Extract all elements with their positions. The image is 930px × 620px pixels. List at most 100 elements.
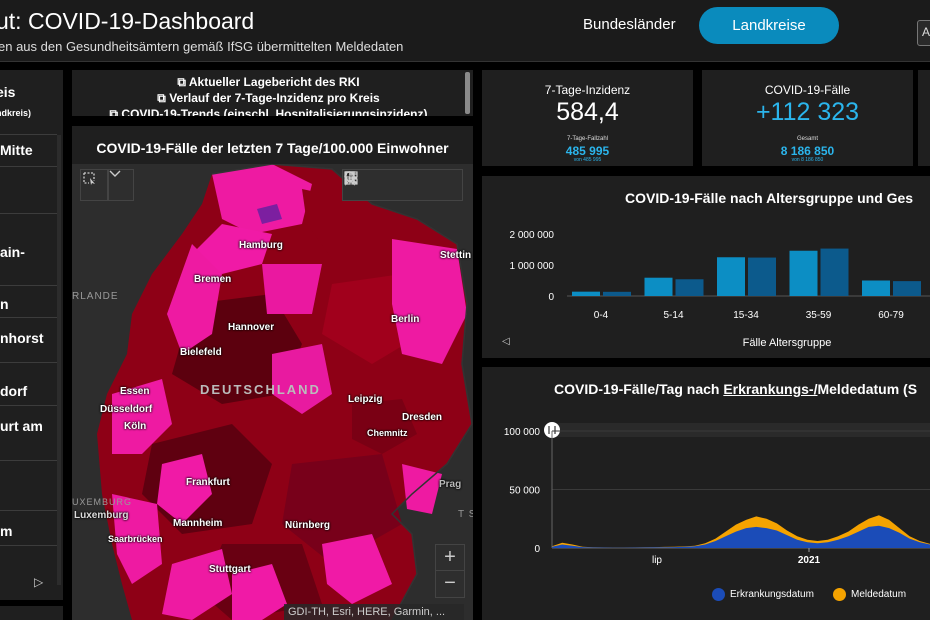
left-bottom-panel bbox=[0, 606, 63, 620]
map-city-label: Bielefeld bbox=[180, 347, 222, 358]
kpi-label: COVID-19-Fälle bbox=[764, 83, 851, 97]
map-city-label: Mannheim bbox=[173, 518, 223, 529]
page-subtitle: en aus den Gesundheitsämtern gemäß IfSG … bbox=[0, 39, 404, 54]
legend-meldedatum[interactable]: Meldedatum bbox=[833, 588, 906, 601]
bar bbox=[862, 280, 890, 296]
kpi-sub-label: Gesamt bbox=[796, 136, 818, 142]
map-city-label: Essen bbox=[120, 386, 150, 397]
list-item[interactable] bbox=[0, 545, 57, 585]
legend-button[interactable] bbox=[345, 173, 429, 197]
external-link-icon: ⧉ bbox=[109, 107, 122, 116]
x-tick-label: lip bbox=[652, 555, 662, 566]
links-scrollbar[interactable] bbox=[465, 72, 470, 114]
list-item[interactable]: dorf bbox=[0, 362, 57, 405]
y-tick-label: 50 000 bbox=[509, 486, 540, 497]
legend-erkrankungsdatum[interactable]: Erkrankungsdatum bbox=[712, 588, 814, 601]
range-slider-handle[interactable] bbox=[544, 422, 560, 438]
list-item[interactable] bbox=[0, 166, 57, 213]
map-country-label: UXEMBURG bbox=[72, 497, 133, 507]
bar bbox=[820, 248, 849, 296]
list-subtitle: ndkreis) bbox=[0, 108, 32, 118]
lasso-select-icon bbox=[83, 172, 95, 185]
list-item[interactable]: urt am bbox=[0, 405, 57, 460]
tab-landkreise[interactable]: Landkreise bbox=[699, 7, 839, 44]
list-item[interactable]: ain- bbox=[0, 213, 57, 285]
map-city-label: Prag bbox=[439, 479, 462, 490]
map-city-label: Köln bbox=[124, 421, 147, 432]
legend-swatch bbox=[833, 588, 846, 601]
list-item[interactable]: Mitte bbox=[0, 134, 57, 166]
y-tick-label: 1 000 000 bbox=[510, 261, 555, 272]
map-panel: COVID-19-Fälle der letzten 7 Tage/100.00… bbox=[72, 126, 473, 620]
bar bbox=[572, 291, 600, 296]
title-link[interactable]: Erkrankungs-/ bbox=[723, 381, 818, 397]
x-tick-label: 35-59 bbox=[806, 310, 832, 321]
map-view[interactable]: Hamburg Stettin Bremen Hannover Berlin B… bbox=[72, 164, 473, 620]
list-item[interactable]: nhorst bbox=[0, 317, 57, 362]
age-chart-panel: COVID-19-Fälle nach Altersgruppe und Ges… bbox=[482, 176, 930, 358]
external-link-icon: ⧉ bbox=[177, 75, 189, 89]
age-chart-title: COVID-19-Fälle nach Altersgruppe und Ges bbox=[625, 190, 914, 206]
chevron-down-icon bbox=[109, 170, 121, 177]
map-city-label: Stettin bbox=[440, 250, 472, 261]
kpi-value: 584,4 bbox=[556, 98, 619, 126]
basemap-gallery-icon bbox=[344, 171, 358, 185]
landkreis-list-panel: eis ndkreis) Mitte ain- n nhorst dorf ur… bbox=[0, 70, 63, 600]
range-slider-track bbox=[552, 423, 930, 437]
bar bbox=[675, 279, 704, 296]
link-lagebericht[interactable]: ⧉ Aktueller Lagebericht des RKI bbox=[177, 75, 360, 89]
list-item[interactable] bbox=[0, 460, 57, 510]
map-city-label: Nürnberg bbox=[285, 520, 330, 531]
link-inzidenz-verlauf[interactable]: ⧉ Verlauf der 7-Tage-Inzidenz pro Kreis bbox=[157, 91, 380, 105]
map-city-label: Dresden bbox=[402, 412, 443, 423]
timeseries-title: COVID-19-Fälle/Tag nach Erkrankungs-/Mel… bbox=[554, 381, 918, 397]
x-tick-label: 5-14 bbox=[663, 310, 683, 321]
map-title: COVID-19-Fälle der letzten 7 Tage/100.00… bbox=[96, 140, 449, 156]
tab-bundeslaender[interactable]: Bundesländer bbox=[583, 16, 676, 33]
timeseries-panel: COVID-19-Fälle/Tag nach Erkrankungs-/Mel… bbox=[482, 367, 930, 620]
divider bbox=[478, 360, 482, 620]
bar bbox=[893, 281, 921, 296]
list-item[interactable]: n bbox=[0, 285, 57, 317]
map-city-label: Bremen bbox=[194, 274, 232, 285]
list-item[interactable]: m bbox=[0, 510, 57, 545]
app-header: ut: COVID-19-Dashboard en aus den Gesund… bbox=[0, 0, 930, 62]
select-tool-button[interactable] bbox=[80, 169, 108, 201]
links-panel: ⧉ Aktueller Lagebericht des RKI ⧉ Verlau… bbox=[72, 70, 473, 116]
age-bar-chart[interactable]: 2 000 000 1 000 000 0 0-4 5-14 15-34 35-59 60-7… bbox=[482, 216, 930, 376]
page-title: ut: COVID-19-Dashboard bbox=[0, 8, 255, 34]
bar bbox=[717, 257, 745, 296]
map-city-label: Leipzig bbox=[348, 394, 383, 405]
area-series-erkrankungsdatum bbox=[552, 525, 930, 548]
x-tick-label: 60-79 bbox=[878, 310, 904, 321]
kpi-sub-value: 8 186 850 bbox=[780, 144, 835, 158]
header-edge-button[interactable]: A bbox=[917, 20, 930, 46]
legend-swatch bbox=[712, 588, 725, 601]
bar bbox=[603, 291, 631, 296]
choropleth-map[interactable] bbox=[72, 164, 473, 620]
map-city-label: Chemnitz bbox=[367, 428, 408, 438]
basemap-button[interactable] bbox=[344, 171, 459, 197]
bookmark-button[interactable] bbox=[345, 171, 400, 197]
chevron-left-icon[interactable]: ◁ bbox=[502, 336, 510, 347]
map-city-label: Saarbrücken bbox=[108, 534, 163, 544]
map-city-label: Luxemburg bbox=[74, 510, 129, 521]
link-covid-trends[interactable]: ⧉ COVID-19-Trends (einschl. Hospitalisie… bbox=[72, 107, 465, 116]
list-scrollbar[interactable] bbox=[57, 135, 61, 585]
timeseries-area-chart[interactable]: 100 000 50 000 0 lip 2021 bbox=[482, 419, 930, 619]
y-tick-label: 2 000 000 bbox=[510, 230, 555, 241]
zoom-out-button[interactable]: − bbox=[444, 572, 456, 594]
map-country-label: DEUTSCHLAND bbox=[200, 382, 321, 397]
map-city-label: Frankfurt bbox=[186, 477, 230, 488]
map-toolbar bbox=[342, 169, 463, 201]
select-dropdown-button[interactable] bbox=[108, 169, 134, 201]
kpi-sub-note: von 8 186 850 bbox=[791, 157, 824, 163]
map-country-label: RLANDE bbox=[72, 291, 119, 302]
kpi-inzidenz-card: 7-Tage-Inzidenz 584,4 7-Tage-Fallzahl 48… bbox=[482, 70, 693, 166]
kpi-sub-label: 7-Tage-Fallzahl bbox=[566, 136, 609, 142]
zoom-in-button[interactable]: + bbox=[436, 545, 464, 571]
x-tick-label: 0-4 bbox=[594, 310, 609, 321]
chevron-right-icon[interactable]: ▷ bbox=[34, 575, 44, 589]
kpi-third-card bbox=[918, 70, 930, 166]
map-attribution[interactable]: GDI-TH, Esri, HERE, Garmin, ... bbox=[284, 604, 464, 620]
